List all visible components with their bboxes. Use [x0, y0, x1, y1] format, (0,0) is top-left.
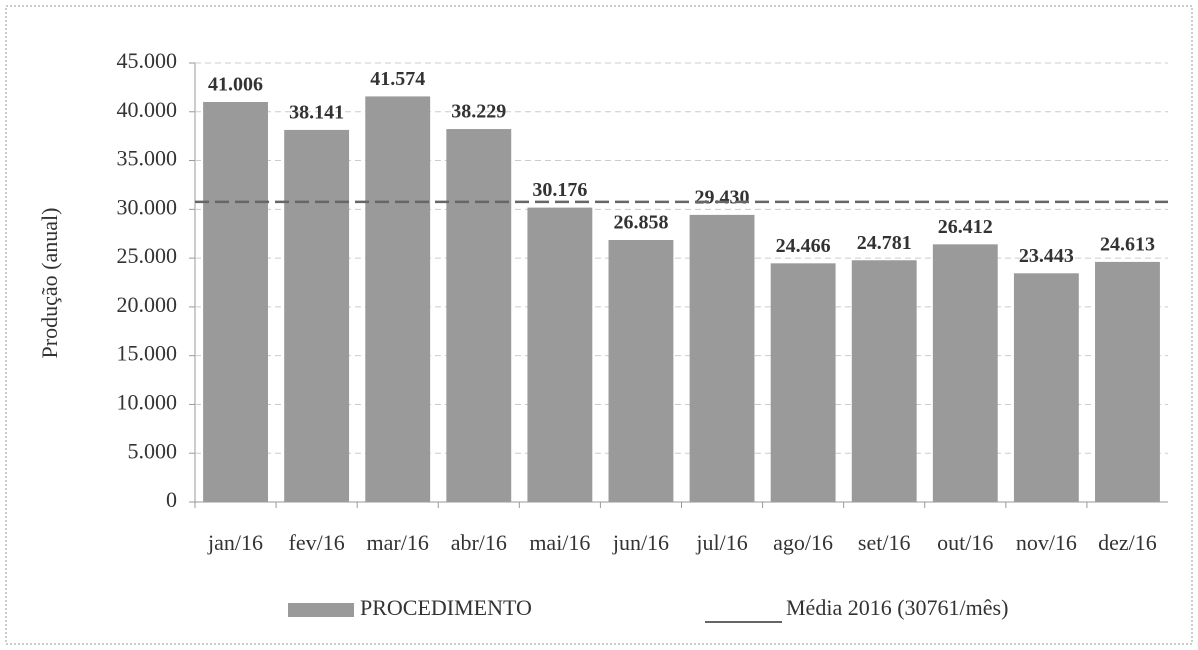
x-tick-label: dez/16: [1098, 530, 1157, 555]
bar: [932, 244, 998, 502]
value-label: 24.613: [1100, 233, 1155, 255]
legend-label: Média 2016 (30761/mês): [786, 595, 1008, 620]
x-tick-label: abr/16: [451, 530, 507, 555]
y-tick-label: 40.000: [117, 97, 178, 122]
legend-swatch: [288, 603, 354, 617]
value-label: 26.412: [938, 216, 993, 238]
y-tick-label: 35.000: [117, 146, 178, 171]
y-tick-label: 15.000: [117, 341, 178, 366]
x-tick-label: jun/16: [612, 530, 669, 555]
bar: [851, 260, 917, 502]
bar: [365, 96, 431, 502]
x-tick-label: jul/16: [695, 530, 747, 555]
bar: [1095, 261, 1160, 502]
bar: [1013, 273, 1079, 502]
bar: [689, 214, 755, 503]
legend-label: PROCEDIMENTO: [360, 595, 532, 620]
value-label: 26.858: [613, 212, 668, 234]
x-tick-label: mai/16: [529, 530, 590, 555]
value-label: 41.574: [370, 68, 425, 90]
value-label: 29.430: [695, 186, 750, 208]
bar: [446, 129, 512, 502]
x-tick-label: out/16: [937, 530, 993, 555]
value-label: 30.176: [532, 179, 587, 201]
x-tick-label: set/16: [858, 530, 911, 555]
bar: [770, 263, 836, 502]
x-tick-label: mar/16: [367, 530, 429, 555]
bar: [608, 239, 674, 502]
y-tick-label: 45.000: [117, 48, 178, 73]
value-label: 41.006: [208, 74, 263, 96]
value-label: 23.443: [1019, 245, 1074, 267]
value-label: 24.781: [857, 232, 912, 254]
x-tick-label: ago/16: [773, 530, 833, 555]
y-tick-label: 5.000: [128, 438, 178, 463]
y-tick-label: 10.000: [117, 389, 178, 414]
y-axis-label: Produção (anual): [37, 208, 62, 359]
bar: [527, 207, 593, 503]
x-tick-label: fev/16: [289, 530, 345, 555]
x-tick-label: jan/16: [207, 530, 263, 555]
value-label: 38.141: [289, 102, 344, 124]
bar: [203, 101, 268, 503]
y-tick-label: 25.000: [117, 243, 178, 268]
x-tick-label: nov/16: [1016, 530, 1077, 555]
y-tick-label: 30.000: [117, 194, 178, 219]
y-tick-label: 0: [166, 487, 177, 512]
bar: [284, 129, 350, 502]
value-label: 38.229: [451, 101, 506, 123]
y-tick-label: 20.000: [117, 292, 178, 317]
value-label: 24.466: [776, 235, 831, 257]
